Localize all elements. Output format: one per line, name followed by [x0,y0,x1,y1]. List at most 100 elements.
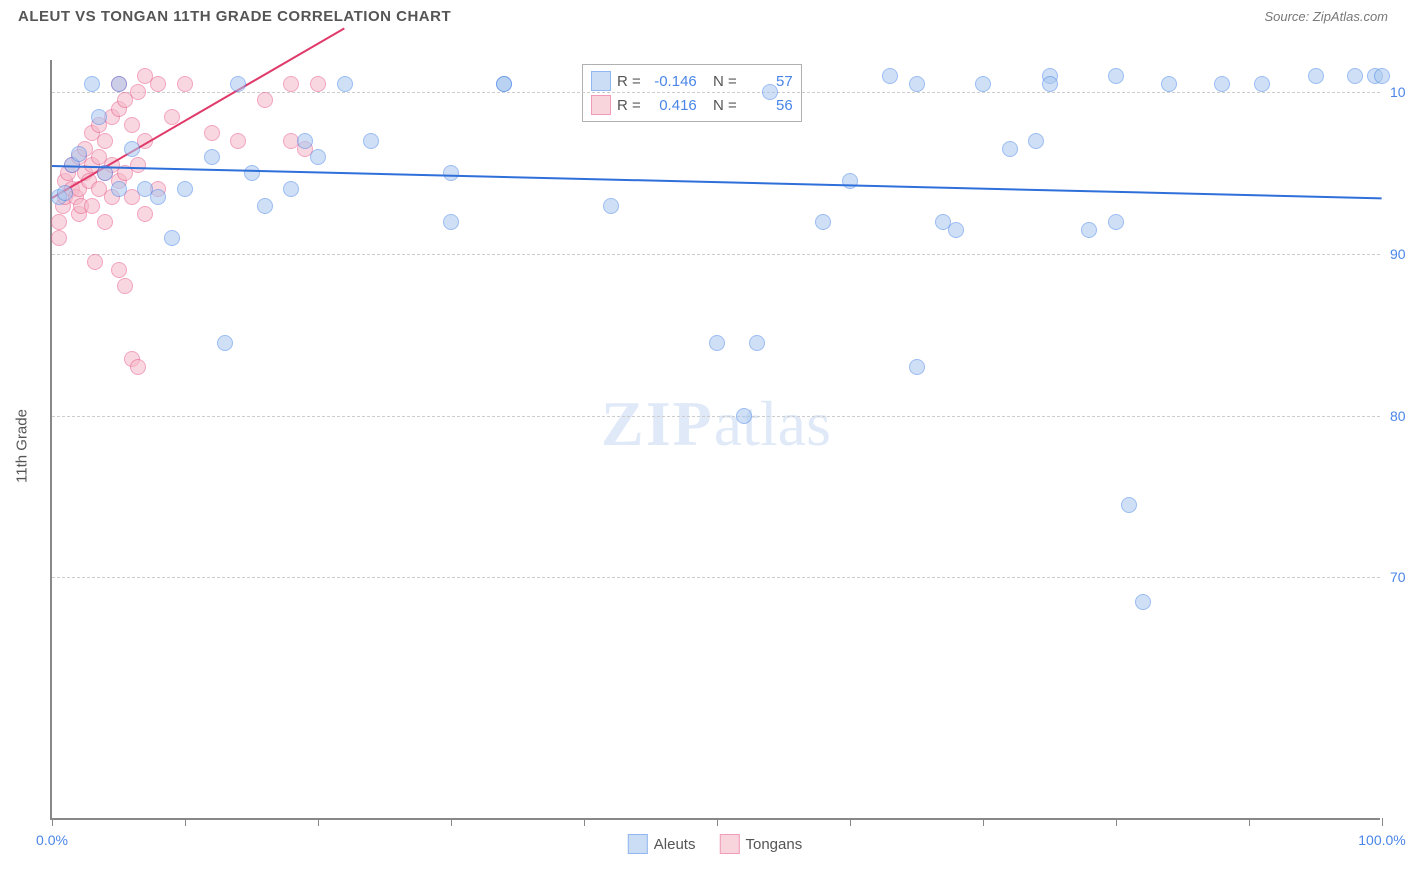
scatter-point-aleuts [1347,68,1363,84]
scatter-point-aleuts [297,133,313,149]
trend-line-aleuts [52,165,1382,199]
ytick-label: 100.0% [1390,84,1406,100]
scatter-point-tongans [164,109,180,125]
scatter-point-tongans [111,262,127,278]
scatter-point-aleuts [882,68,898,84]
gridline-h [52,416,1380,417]
scatter-point-aleuts [842,173,858,189]
scatter-point-aleuts [1081,222,1097,238]
scatter-point-aleuts [749,335,765,351]
scatter-point-tongans [257,92,273,108]
scatter-point-aleuts [363,133,379,149]
legend-label-tongans: Tongans [745,836,802,853]
gridline-h [52,577,1380,578]
scatter-point-aleuts [257,198,273,214]
scatter-point-tongans [87,254,103,270]
scatter-point-aleuts [57,185,73,201]
scatter-point-aleuts [815,214,831,230]
scatter-point-aleuts [1121,497,1137,513]
scatter-point-aleuts [1254,76,1270,92]
scatter-point-tongans [204,125,220,141]
scatter-point-tongans [130,84,146,100]
scatter-point-aleuts [1108,214,1124,230]
scatter-point-aleuts [150,189,166,205]
legend-swatch-aleuts [628,834,648,854]
scatter-point-tongans [97,214,113,230]
xtick [318,818,319,826]
scatter-point-aleuts [111,76,127,92]
scatter-point-aleuts [496,76,512,92]
scatter-point-aleuts [1002,141,1018,157]
legend-item-tongans: Tongans [719,834,802,854]
scatter-point-tongans [97,133,113,149]
scatter-point-aleuts [909,359,925,375]
scatter-point-aleuts [736,408,752,424]
xtick [717,818,718,826]
scatter-point-aleuts [443,165,459,181]
xtick [850,818,851,826]
scatter-point-aleuts [283,181,299,197]
xtick [1249,818,1250,826]
scatter-point-aleuts [1135,594,1151,610]
scatter-point-tongans [230,133,246,149]
scatter-point-aleuts [1308,68,1324,84]
scatter-point-tongans [51,214,67,230]
ytick-label: 80.0% [1390,408,1406,424]
chart-area: ZIPatlas R = -0.146 N = 57 R = 0.416 N =… [50,60,1380,820]
scatter-point-tongans [84,198,100,214]
scatter-point-aleuts [337,76,353,92]
scatter-point-tongans [51,230,67,246]
scatter-point-tongans [117,278,133,294]
chart-title: ALEUT VS TONGAN 11TH GRADE CORRELATION C… [18,8,451,25]
scatter-point-aleuts [1214,76,1230,92]
scatter-point-aleuts [1042,76,1058,92]
scatter-point-tongans [130,157,146,173]
scatter-point-aleuts [603,198,619,214]
scatter-point-aleuts [762,84,778,100]
scatter-point-tongans [137,206,153,222]
scatter-point-tongans [310,76,326,92]
gridline-h [52,92,1380,93]
swatch-aleuts [591,71,611,91]
scatter-point-aleuts [948,222,964,238]
scatter-point-aleuts [84,76,100,92]
scatter-point-aleuts [975,76,991,92]
yaxis-title: 11th Grade [14,409,31,483]
bottom-legend: Aleuts Tongans [628,834,802,854]
scatter-point-aleuts [230,76,246,92]
scatter-point-aleuts [177,181,193,197]
scatter-point-aleuts [164,230,180,246]
ytick-label: 90.0% [1390,246,1406,262]
xtick [451,818,452,826]
xtick [1382,818,1383,826]
xtick [185,818,186,826]
scatter-point-aleuts [1161,76,1177,92]
plot-region: ZIPatlas R = -0.146 N = 57 R = 0.416 N =… [50,60,1380,820]
scatter-point-aleuts [124,141,140,157]
scatter-point-aleuts [111,181,127,197]
ytick-label: 70.0% [1390,569,1406,585]
scatter-point-tongans [150,76,166,92]
scatter-point-tongans [130,359,146,375]
swatch-tongans [591,95,611,115]
xtick [1116,818,1117,826]
legend-swatch-tongans [719,834,739,854]
xtick-label: 100.0% [1358,832,1405,848]
scatter-point-aleuts [1028,133,1044,149]
legend-item-aleuts: Aleuts [628,834,696,854]
scatter-point-aleuts [443,214,459,230]
chart-header: ALEUT VS TONGAN 11TH GRADE CORRELATION C… [0,0,1406,31]
scatter-point-aleuts [217,335,233,351]
watermark: ZIPatlas [601,387,831,461]
scatter-point-aleuts [71,146,87,162]
xtick [52,818,53,826]
scatter-point-aleuts [909,76,925,92]
scatter-point-aleuts [310,149,326,165]
gridline-h [52,254,1380,255]
scatter-point-tongans [177,76,193,92]
scatter-point-aleuts [91,109,107,125]
scatter-point-aleuts [204,149,220,165]
legend-label-aleuts: Aleuts [654,836,696,853]
scatter-point-tongans [124,117,140,133]
xtick [983,818,984,826]
